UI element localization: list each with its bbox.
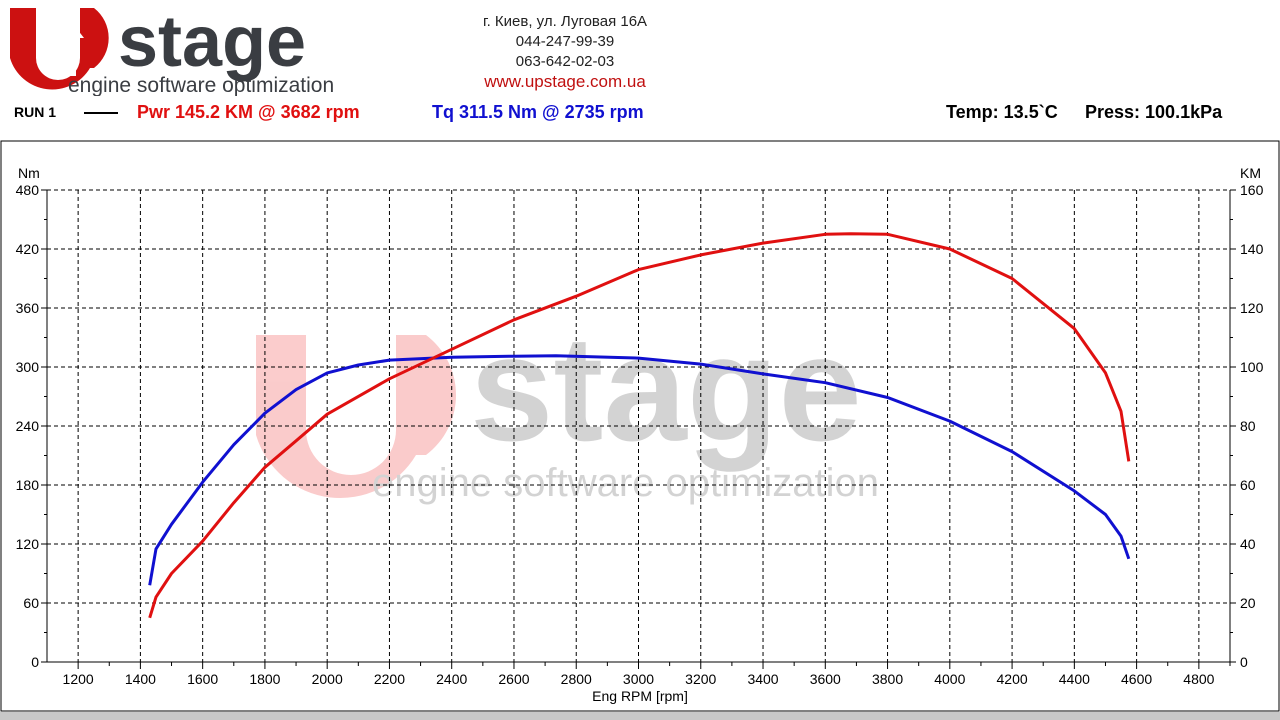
- svg-text:stage: stage: [470, 304, 862, 472]
- power-summary: Pwr 145.2 KM @ 3682 rpm: [137, 102, 360, 122]
- run-label: RUN 1: [14, 104, 57, 120]
- website-link[interactable]: www.upstage.com.ua: [484, 72, 646, 91]
- y-right-tick-label: 80: [1240, 418, 1256, 434]
- y-right-tick-label: 60: [1240, 477, 1256, 493]
- y-left-label: Nm: [18, 165, 40, 181]
- pressure: Press: 100.1kPa: [1085, 102, 1223, 122]
- y-right-tick-label: 0: [1240, 654, 1248, 670]
- temperature: Temp: 13.5`C: [946, 102, 1058, 122]
- x-tick-label: 3800: [872, 671, 903, 687]
- y-left-tick-label: 300: [16, 359, 40, 375]
- y-right-tick-label: 120: [1240, 300, 1264, 316]
- x-tick-label: 4000: [934, 671, 965, 687]
- x-tick-label: 1200: [63, 671, 94, 687]
- x-tick-label: 3600: [810, 671, 841, 687]
- y-left-tick-label: 360: [16, 300, 40, 316]
- run-legend-line: [84, 112, 118, 114]
- x-tick-label: 4600: [1121, 671, 1152, 687]
- y-left-tick-label: 120: [16, 536, 40, 552]
- y-right-tick-label: 160: [1240, 182, 1264, 198]
- torque-curve: [148, 354, 1131, 586]
- y-left-tick-label: 180: [16, 477, 40, 493]
- x-tick-label: 2800: [561, 671, 592, 687]
- torque-summary: Tq 311.5 Nm @ 2735 rpm: [432, 102, 644, 122]
- x-tick-label: 4800: [1183, 671, 1214, 687]
- phone-2: 063-642-02-03: [515, 53, 615, 70]
- y-left-tick-label: 480: [16, 182, 40, 198]
- x-tick-label: 3000: [623, 671, 654, 687]
- contact-info: г. Киев, ул. Луговая 16А 044-247-99-39 0…: [440, 12, 690, 92]
- y-right-tick-label: 20: [1240, 595, 1256, 611]
- x-tick-label: 3400: [747, 671, 778, 687]
- x-tick-label: 3200: [685, 671, 716, 687]
- svg-text:engine software optimization: engine software optimization: [372, 461, 879, 505]
- x-tick-label: 2600: [498, 671, 529, 687]
- x-tick-label: 2200: [374, 671, 405, 687]
- x-tick-label: 1800: [249, 671, 280, 687]
- logo-tagline: engine software optimization: [68, 74, 334, 96]
- watermark-logo: stage engine software optimization: [256, 304, 879, 505]
- power-curve: [148, 232, 1131, 619]
- address: г. Киев, ул. Луговая 16А: [482, 13, 648, 30]
- x-tick-label: 2400: [436, 671, 467, 687]
- x-tick-label: 4200: [997, 671, 1028, 687]
- x-tick-label: 4400: [1059, 671, 1090, 687]
- x-tick-label: 1400: [125, 671, 156, 687]
- y-left-tick-label: 240: [16, 418, 40, 434]
- dyno-chart: stage engine software optimization 1200 1…: [0, 140, 1280, 720]
- phone-1: 044-247-99-39: [515, 33, 615, 50]
- y-right-tick-label: 140: [1240, 241, 1264, 257]
- y-right-label: KM: [1240, 165, 1261, 181]
- logo-text: stage: [118, 4, 306, 82]
- x-tick-label: 2000: [312, 671, 343, 687]
- y-right-tick-label: 40: [1240, 536, 1256, 552]
- y-right-tick-label: 100: [1240, 359, 1264, 375]
- upstage-logo: stage engine software optimization: [10, 4, 334, 96]
- x-tick-label: 1600: [187, 671, 218, 687]
- bottom-bar: [0, 712, 1280, 720]
- y-left-tick-label: 420: [16, 241, 40, 257]
- x-axis-label: Eng RPM [rpm]: [592, 688, 688, 704]
- y-left-tick-label: 0: [31, 654, 39, 670]
- y-left-tick-label: 60: [23, 595, 39, 611]
